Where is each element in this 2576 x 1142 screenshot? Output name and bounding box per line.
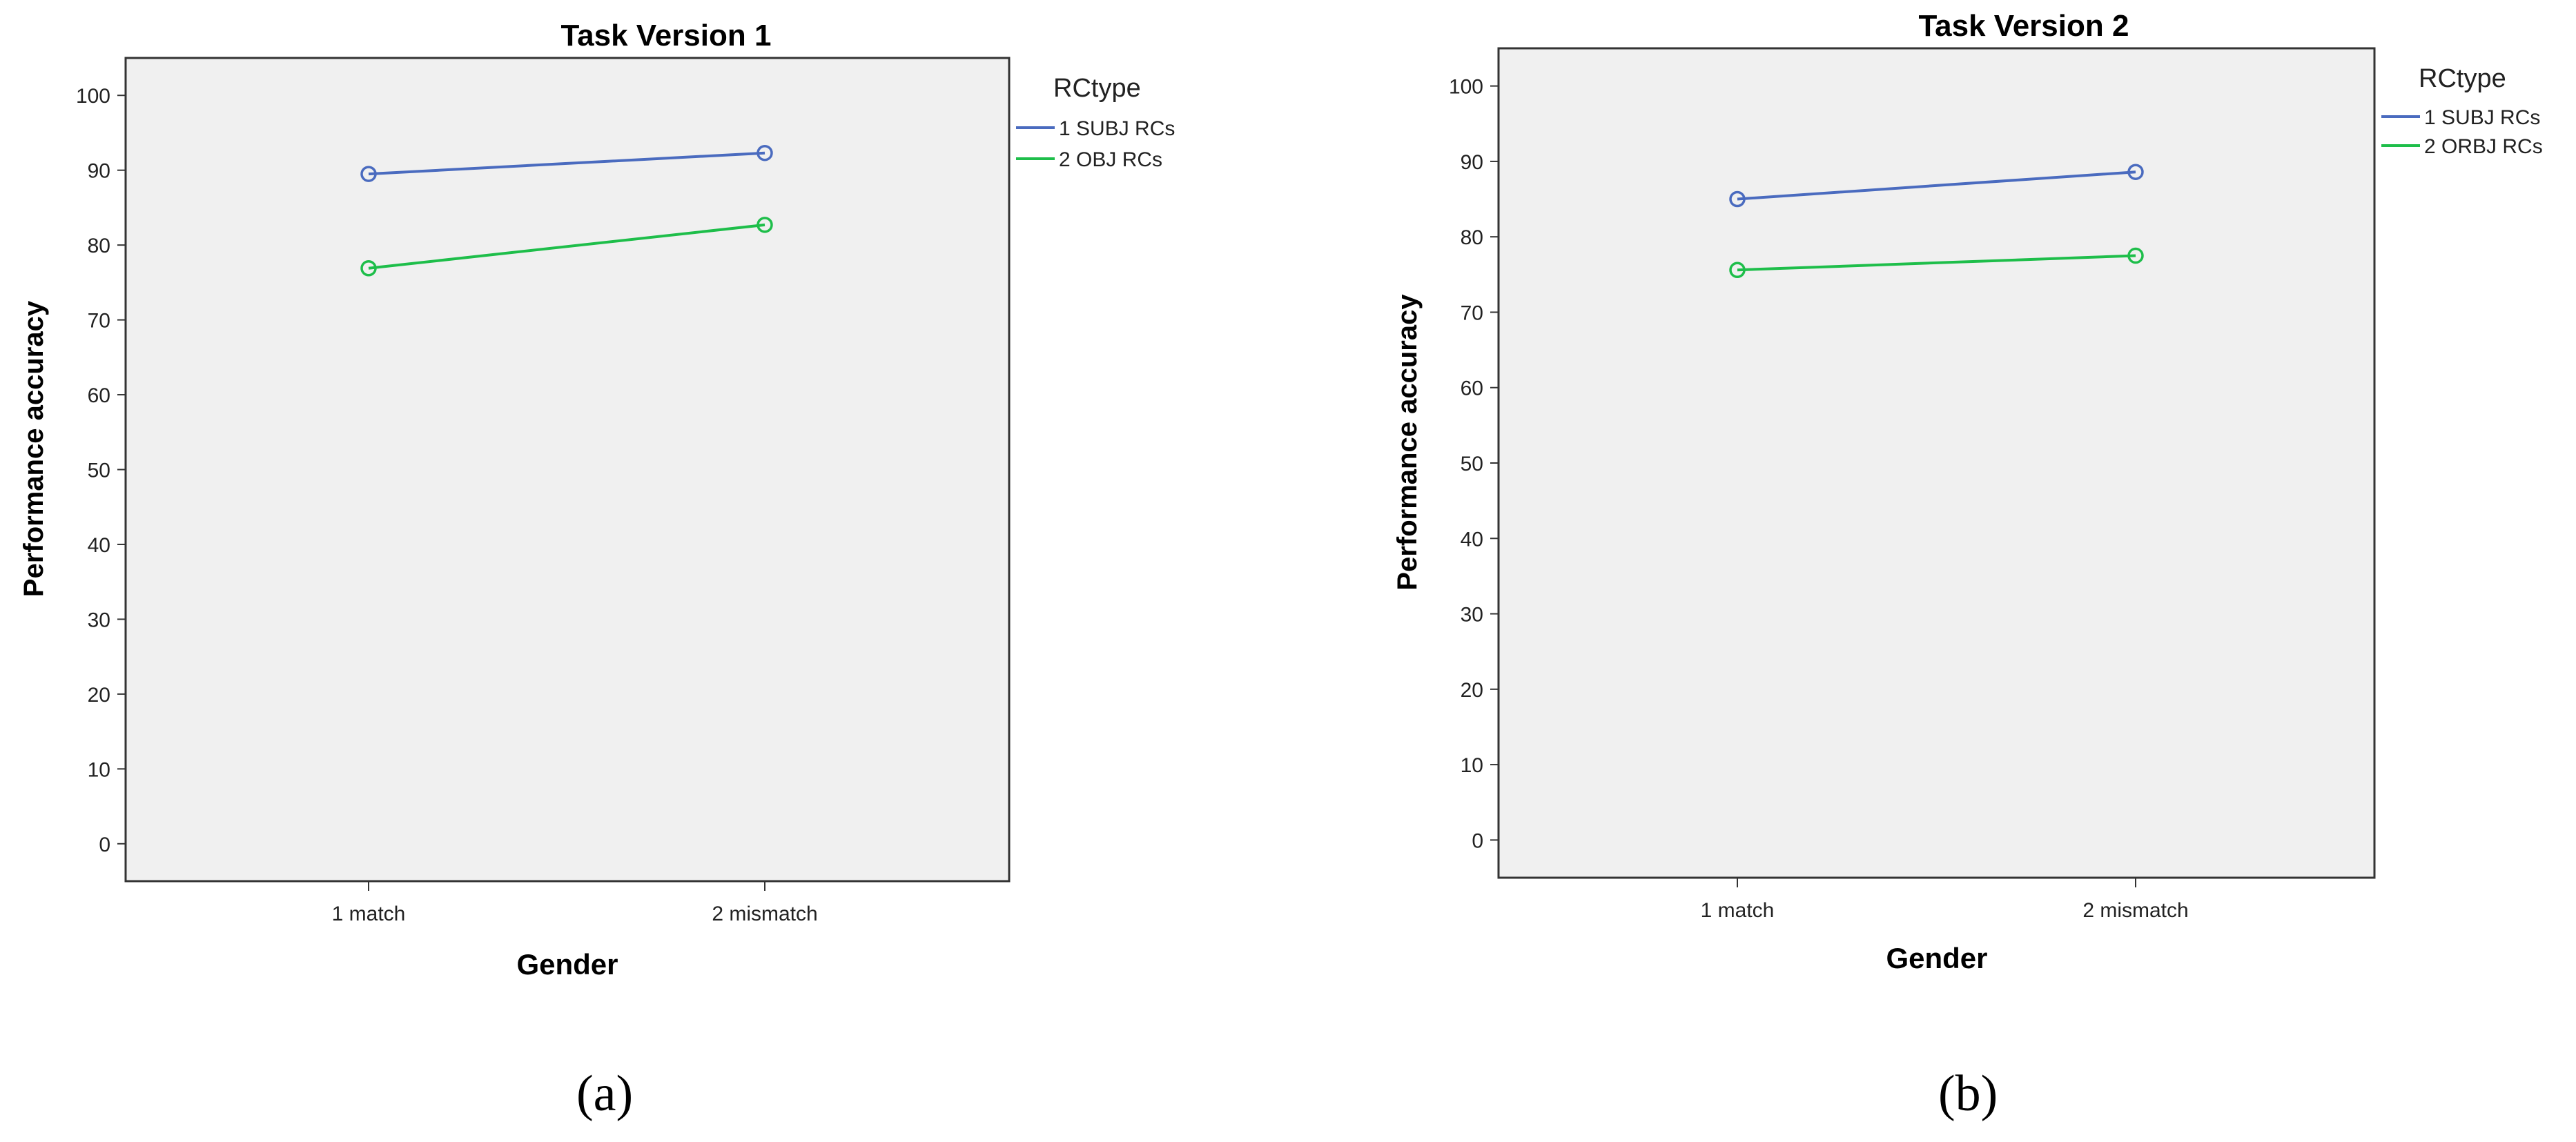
panel-caption-b: (b) [1938, 1065, 1998, 1122]
y-tick-label: 90 [88, 160, 110, 183]
legend-label: 2 OBJ RCs [1059, 148, 1162, 171]
plot-area [124, 57, 1011, 883]
series-line-1 [368, 151, 765, 176]
series-line-2 [1737, 254, 2136, 272]
x-axis-label: Gender [1886, 942, 1987, 974]
y-tick-label: 90 [1461, 151, 1483, 174]
chart-panel-a: Task Version 1 Performance accuracy Gend… [19, 19, 1175, 981]
y-tick-label: 40 [88, 534, 110, 557]
x-axis-label: Gender [516, 948, 618, 981]
y-tick-label: 40 [1461, 528, 1483, 551]
legend-title: RCtype [1053, 74, 1141, 103]
y-tick-label: 30 [1461, 604, 1483, 627]
chart-panel-b: Task Version 2 Performance accuracy Gend… [1392, 9, 2543, 974]
series-group [360, 144, 773, 277]
data-point [360, 166, 377, 182]
series-group [1729, 164, 2144, 279]
series-line-1 [1737, 170, 2136, 201]
legend-title: RCtype [2419, 64, 2506, 93]
y-tick-label: 80 [1461, 226, 1483, 249]
data-point [757, 217, 773, 233]
y-tick-label: 30 [88, 609, 110, 631]
data-point [360, 260, 377, 277]
y-tick-label: 50 [88, 460, 110, 482]
y-tick-label: 80 [88, 235, 110, 257]
x-ticks: 1 match 2 mismatch [332, 881, 818, 925]
x-tick-label: 1 match [1701, 899, 1775, 922]
legend-label: 2 ORBJ RCs [2424, 135, 2543, 158]
x-tick-label: 2 mismatch [2082, 899, 2188, 922]
legend: 1 SUBJ RCs 2 ORBJ RCs [2381, 106, 2543, 158]
y-tick-label: 10 [88, 758, 110, 781]
plot-area [1497, 47, 2376, 879]
data-point [1729, 190, 1746, 208]
chart-title: Task Version 2 [1919, 9, 2129, 43]
y-tick-label: 70 [88, 310, 110, 333]
legend: 1 SUBJ RCs 2 OBJ RCs [1016, 117, 1175, 171]
data-point [1729, 262, 1746, 279]
x-ticks: 1 match 2 mismatch [1701, 878, 2189, 922]
y-tick-label: 0 [99, 834, 110, 856]
x-tick-label: 1 match [332, 903, 406, 925]
y-axis-label: Performance accuracy [1392, 294, 1423, 591]
series-line-2 [368, 223, 765, 270]
chart-title: Task Version 1 [561, 19, 772, 52]
y-tick-label: 0 [1472, 829, 1483, 852]
y-axis-label: Performance accuracy [19, 300, 49, 597]
data-point [2127, 164, 2144, 180]
legend-label: 1 SUBJ RCs [1059, 117, 1175, 140]
y-tick-label: 10 [1461, 754, 1483, 777]
y-tick-label: 50 [1461, 453, 1483, 475]
data-point [757, 144, 773, 161]
y-tick-label: 100 [76, 85, 110, 108]
data-point [2127, 247, 2144, 264]
y-tick-label: 70 [1461, 302, 1483, 324]
y-tick-label: 60 [88, 384, 110, 407]
x-tick-label: 2 mismatch [712, 903, 817, 925]
y-ticks: 0 10 20 30 40 50 60 70 80 90 100 [76, 85, 126, 856]
y-tick-label: 100 [1449, 76, 1483, 99]
y-tick-label: 20 [88, 684, 110, 707]
legend-label: 1 SUBJ RCs [2424, 106, 2540, 129]
y-tick-label: 20 [1461, 679, 1483, 702]
panel-caption-a: (a) [576, 1065, 634, 1122]
y-tick-label: 60 [1461, 377, 1483, 400]
y-ticks: 0 10 20 30 40 50 60 70 80 90 100 [1449, 76, 1499, 852]
